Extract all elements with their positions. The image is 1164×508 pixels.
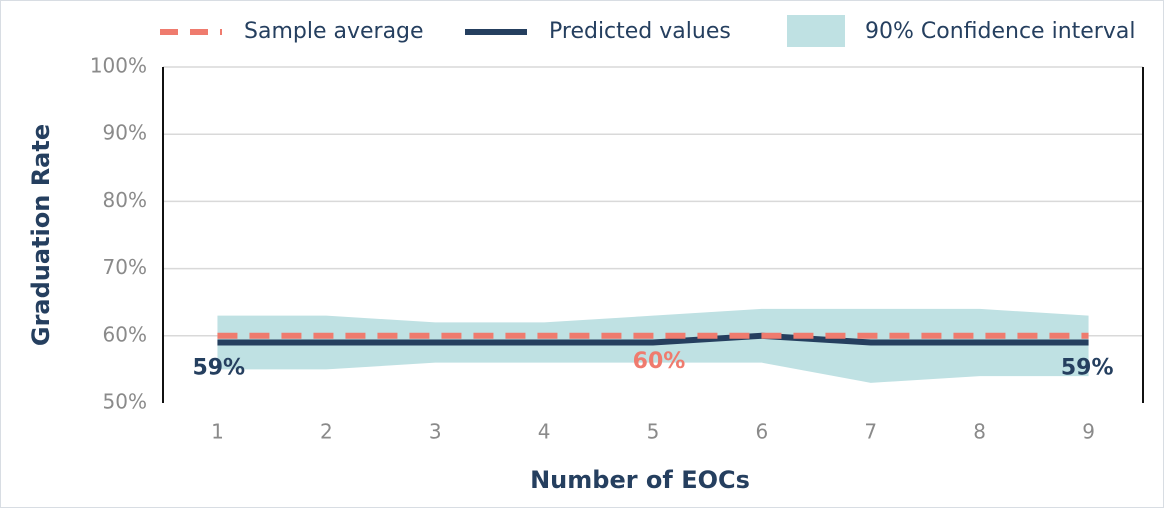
legend-label: Predicted values <box>549 19 731 44</box>
x-axis-title: Number of EOCs <box>530 466 750 494</box>
y-tick-label: 80% <box>103 188 147 212</box>
x-tick-label: 8 <box>973 420 986 444</box>
y-tick-label: 60% <box>103 322 147 346</box>
x-tick-label: 9 <box>1082 420 1095 444</box>
x-tick-label: 3 <box>429 420 442 444</box>
y-tick-label: 90% <box>103 121 147 145</box>
y-tick-label: 70% <box>103 255 147 279</box>
x-tick-label: 6 <box>756 420 769 444</box>
data-label: 60% <box>633 349 686 374</box>
x-tick-label: 2 <box>320 420 333 444</box>
legend-label: 90% Confidence interval <box>865 19 1135 44</box>
data-label: 59% <box>192 356 245 381</box>
y-tick-label: 100% <box>90 54 147 78</box>
x-tick-label: 7 <box>864 420 877 444</box>
y-axis-title: Graduation Rate <box>27 124 55 346</box>
x-tick-label: 1 <box>211 420 224 444</box>
confidence-band <box>217 308 1089 383</box>
data-label: 59% <box>1061 356 1114 381</box>
legend-label: Sample average <box>244 19 424 44</box>
legend-swatch <box>787 15 845 47</box>
line <box>217 332 1089 346</box>
x-tick-label: 4 <box>538 420 551 444</box>
y-tick-label: 50% <box>103 390 147 414</box>
x-tick-label: 5 <box>647 420 660 444</box>
